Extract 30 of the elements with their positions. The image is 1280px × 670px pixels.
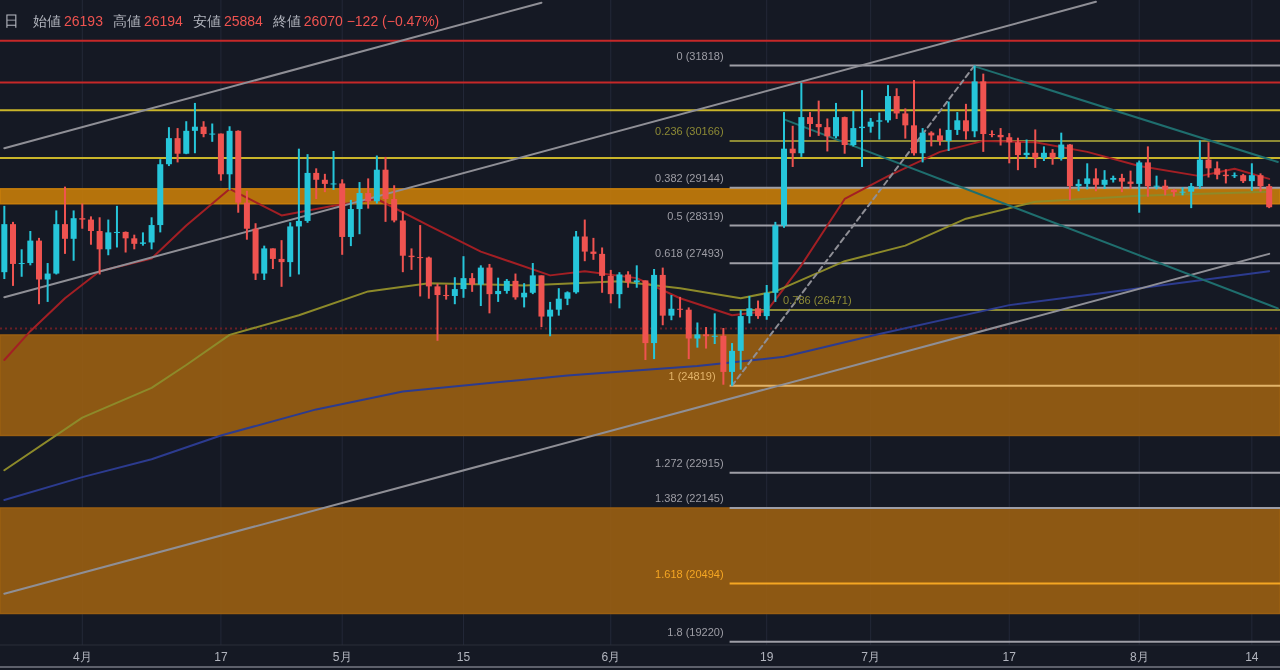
x-tick-label: 14 xyxy=(1245,650,1259,664)
annotation: 終値 xyxy=(271,13,301,29)
ref-line-label: 0.382 (29144) xyxy=(655,171,724,184)
ref-line-label: 1.8 (19220) xyxy=(667,625,724,638)
ref-line-label: 0.236 (30166) xyxy=(655,125,724,138)
annotation: 26070 −122 (−0.47%) xyxy=(303,13,440,29)
ref-line-label: 1.618 (20494) xyxy=(655,567,724,580)
x-tick-label: 15 xyxy=(456,650,471,664)
annotation: 安値 xyxy=(192,13,221,29)
x-tick-label: 17 xyxy=(214,650,228,664)
annotation: 始値 xyxy=(33,13,61,29)
x-tick-label: 19 xyxy=(760,650,774,664)
ref-line-label: 0 (31818) xyxy=(676,49,724,62)
x-tick-label: 4月 xyxy=(72,650,92,664)
text: 日 xyxy=(4,12,19,29)
ref-line-label: 1.272 (22915) xyxy=(655,456,724,469)
x-tick-label: 8月 xyxy=(1129,650,1149,664)
annotation: 高値 xyxy=(112,13,141,29)
ref-line-label: 1 (24819) xyxy=(668,369,716,382)
ref-line-label: 1.382 (22145) xyxy=(655,491,724,504)
ref-line-label: 0.618 (27493) xyxy=(655,247,724,260)
ref-line-label: 0.5 (28319) xyxy=(667,209,724,222)
ref-line-label: 0.786 (26471) xyxy=(783,294,852,307)
x-tick-label: 6月 xyxy=(601,650,621,664)
x-tick-label: 17 xyxy=(1002,650,1017,664)
x-tick-label: 7月 xyxy=(861,650,880,664)
annotation: 26193 xyxy=(64,13,104,29)
annotation: 26194 xyxy=(143,13,184,29)
x-tick-label: 5月 xyxy=(332,650,352,664)
annotation: 25884 xyxy=(223,13,264,29)
